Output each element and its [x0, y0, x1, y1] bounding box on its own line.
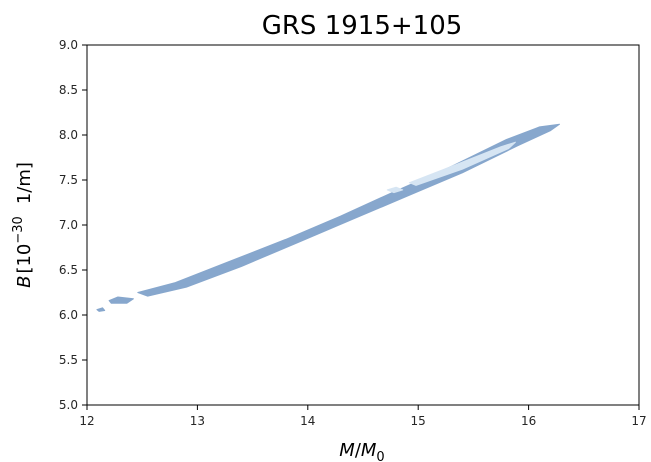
x-axis-label: M/M0	[339, 440, 384, 462]
y-tick-label: 7.0	[59, 218, 78, 232]
contour-region-outer-1	[108, 296, 134, 304]
plot-area	[86, 44, 640, 406]
chart-title: GRS 1915+105	[262, 11, 463, 41]
x-tick-label: 15	[411, 414, 426, 428]
x-axis: 12 13 14 15 16 17	[79, 405, 647, 428]
y-tick-label: 7.5	[59, 173, 78, 187]
y-tick-label: 6.0	[59, 308, 78, 322]
x-tick-label: 13	[190, 414, 205, 428]
y-tick-label: 9.0	[59, 38, 78, 52]
x-tick-label: 12	[79, 414, 94, 428]
x-tick-label: 17	[631, 414, 646, 428]
y-axis-label: B [10−30 1/m]	[11, 162, 35, 288]
x-axis-label-sub: 0	[376, 450, 384, 462]
x-tick-label: 14	[300, 414, 315, 428]
contour-region-inner-3	[408, 141, 516, 186]
y-tick-label: 6.5	[59, 263, 78, 277]
y-axis-label-var: B	[14, 276, 35, 288]
y-tick-label: 8.5	[59, 83, 78, 97]
contour-region-outer-2	[96, 307, 106, 312]
y-axis-label-unit: 1/m]	[14, 162, 35, 204]
plot-frame	[86, 44, 640, 406]
y-axis: 5.0 5.5 6.0 6.5 7.0 7.5 8.0 8.5 9.0	[59, 38, 87, 412]
y-axis-label-open: [10	[14, 244, 35, 274]
y-tick-label: 5.5	[59, 353, 78, 367]
x-axis-label-sep: /	[355, 440, 362, 461]
y-tick-label: 8.0	[59, 128, 78, 142]
y-axis-label-sup: −30	[11, 216, 26, 243]
contour-regions	[96, 123, 560, 312]
contour-region-inner-4	[386, 186, 404, 194]
x-tick-label: 16	[521, 414, 536, 428]
y-tick-label: 5.0	[59, 398, 78, 412]
x-axis-label-var2: M	[361, 440, 377, 461]
x-axis-label-var: M	[339, 440, 355, 461]
